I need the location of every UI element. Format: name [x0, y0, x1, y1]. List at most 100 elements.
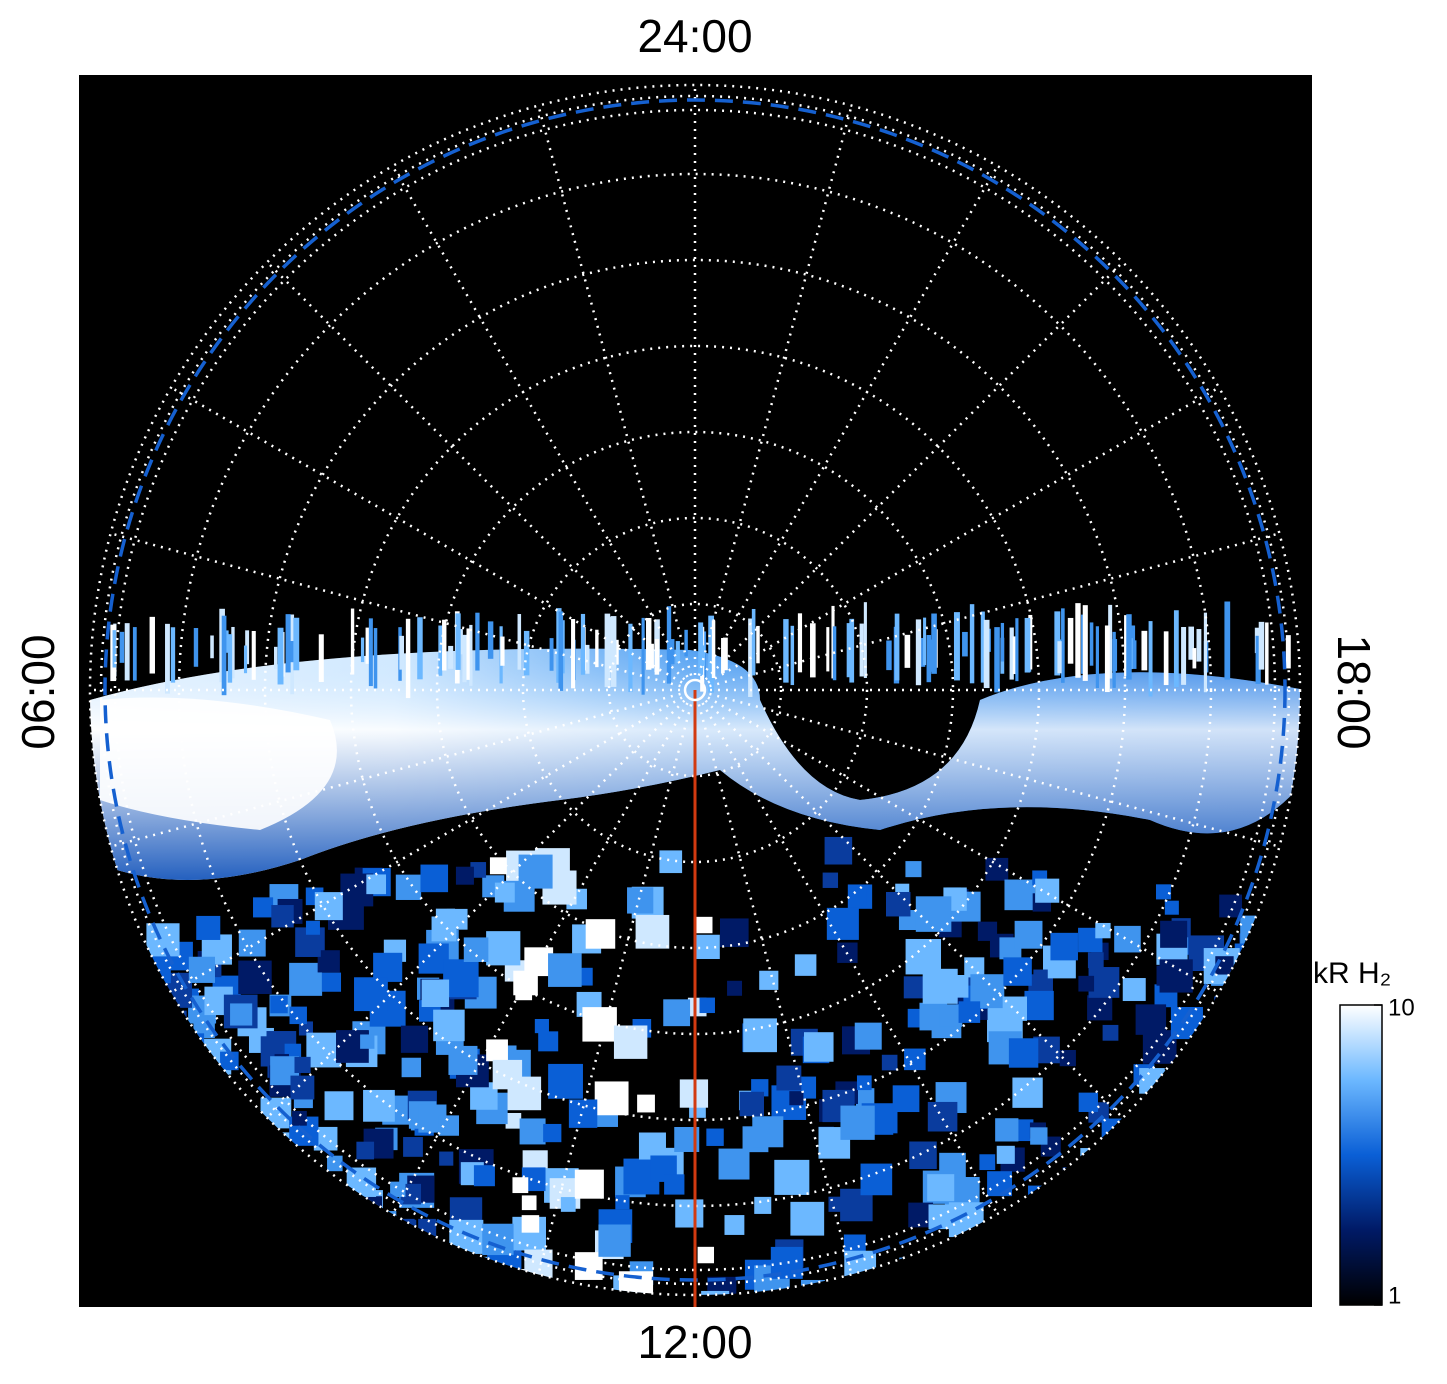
emission-streak	[277, 627, 284, 685]
emission-patch	[856, 1075, 872, 1091]
emission-patch	[1135, 1004, 1167, 1035]
emission-streak	[285, 614, 291, 673]
emission-patch	[489, 857, 507, 875]
emission-patch	[774, 1159, 810, 1195]
emission-patch	[271, 905, 294, 928]
emission-streak	[810, 623, 816, 678]
emission-patch	[574, 1169, 604, 1199]
emission-patch	[739, 1091, 764, 1117]
emission-patch	[903, 976, 926, 999]
emission-patch	[538, 1031, 559, 1052]
emission-streak	[124, 623, 130, 681]
emission-streak	[641, 617, 645, 695]
emission-patch	[922, 968, 958, 1004]
emission-patch	[1087, 995, 1113, 1021]
emission-streak	[684, 629, 688, 657]
emission-streak	[1057, 641, 1062, 674]
emission-patch	[521, 1215, 540, 1233]
emission-patch	[719, 918, 749, 948]
emission-streak	[846, 623, 852, 678]
colorbar-label: kR H₂	[1313, 957, 1391, 990]
emission-patch	[1164, 900, 1179, 915]
emission-streak	[210, 635, 214, 659]
emission-patch	[324, 1091, 354, 1121]
auroral-bright-spot	[100, 697, 337, 830]
emission-streak	[610, 616, 617, 687]
emission-patch	[881, 1054, 898, 1071]
emission-patch	[519, 1118, 546, 1145]
emission-patch	[400, 1025, 429, 1053]
emission-streak	[1192, 648, 1197, 669]
emission-streak	[886, 640, 892, 671]
emission-patch	[675, 1199, 704, 1228]
emission-streak	[549, 638, 554, 671]
emission-streak	[1265, 622, 1269, 685]
emission-patch	[594, 1081, 629, 1116]
emission-patch	[718, 1148, 750, 1180]
emission-patch	[905, 861, 922, 878]
emission-streak	[1255, 635, 1261, 684]
emission-patch	[855, 1088, 875, 1107]
emission-patch	[1059, 1049, 1076, 1067]
emission-streak	[962, 631, 968, 657]
emission-streak	[221, 615, 227, 696]
emission-streak	[904, 634, 911, 668]
local-time-label: 18:00	[1328, 634, 1380, 749]
emission-streak	[231, 626, 235, 679]
emission-streak	[711, 620, 716, 679]
emission-patch	[420, 864, 449, 893]
emission-streak	[500, 636, 505, 666]
emission-streak	[915, 619, 922, 686]
emission-streak	[994, 627, 1000, 693]
emission-patch	[356, 1141, 375, 1160]
emission-streak	[1196, 629, 1202, 662]
emission-patch	[1033, 969, 1048, 984]
emission-streak	[1067, 617, 1074, 664]
emission-patch	[196, 915, 221, 940]
emission-patch	[401, 1057, 422, 1078]
grid-circle	[607, 602, 783, 778]
emission-streak	[290, 641, 295, 663]
emission-patch	[977, 921, 998, 941]
emission-streak	[646, 617, 652, 670]
emission-patch	[1012, 1077, 1043, 1108]
emission-patch	[627, 887, 654, 914]
pole-marker	[683, 678, 707, 702]
emission-patch	[776, 1065, 802, 1091]
emission-patch	[302, 938, 321, 957]
emission-patch	[193, 1016, 215, 1039]
emission-patch	[904, 1048, 926, 1071]
emission-streak	[826, 627, 830, 672]
emission-streak	[517, 614, 522, 670]
emission-streak	[1095, 626, 1099, 688]
grid-circle	[263, 258, 1127, 1122]
emission-patch	[826, 907, 859, 940]
emission-streak	[245, 630, 250, 665]
emission-patch	[985, 857, 1009, 881]
emission-patch	[448, 1045, 478, 1075]
emission-streak	[675, 641, 680, 664]
emission-patch	[317, 950, 340, 973]
emission-streak	[585, 644, 590, 674]
emission-patch	[743, 1018, 777, 1053]
emission-streak	[604, 613, 611, 688]
emission-patch	[756, 1304, 780, 1328]
emission-streak	[708, 615, 715, 693]
emission-patch	[327, 1155, 343, 1172]
emission-patch	[305, 920, 320, 935]
emission-streak	[475, 612, 480, 671]
emission-patch	[560, 1197, 576, 1212]
emission-patch	[697, 1246, 715, 1264]
emission-streak	[1141, 630, 1148, 671]
emission-patch	[637, 1094, 655, 1113]
emission-patch	[789, 1091, 804, 1106]
emission-patch	[585, 919, 616, 949]
emission-patch	[1014, 920, 1043, 949]
emission-streak	[1173, 610, 1179, 688]
emission-streak	[701, 645, 706, 666]
emission-patch	[759, 970, 779, 990]
emission-patch	[289, 962, 323, 996]
emission-patch	[1008, 1038, 1039, 1068]
emission-patch	[664, 1174, 685, 1195]
emission-streak	[1015, 618, 1019, 682]
